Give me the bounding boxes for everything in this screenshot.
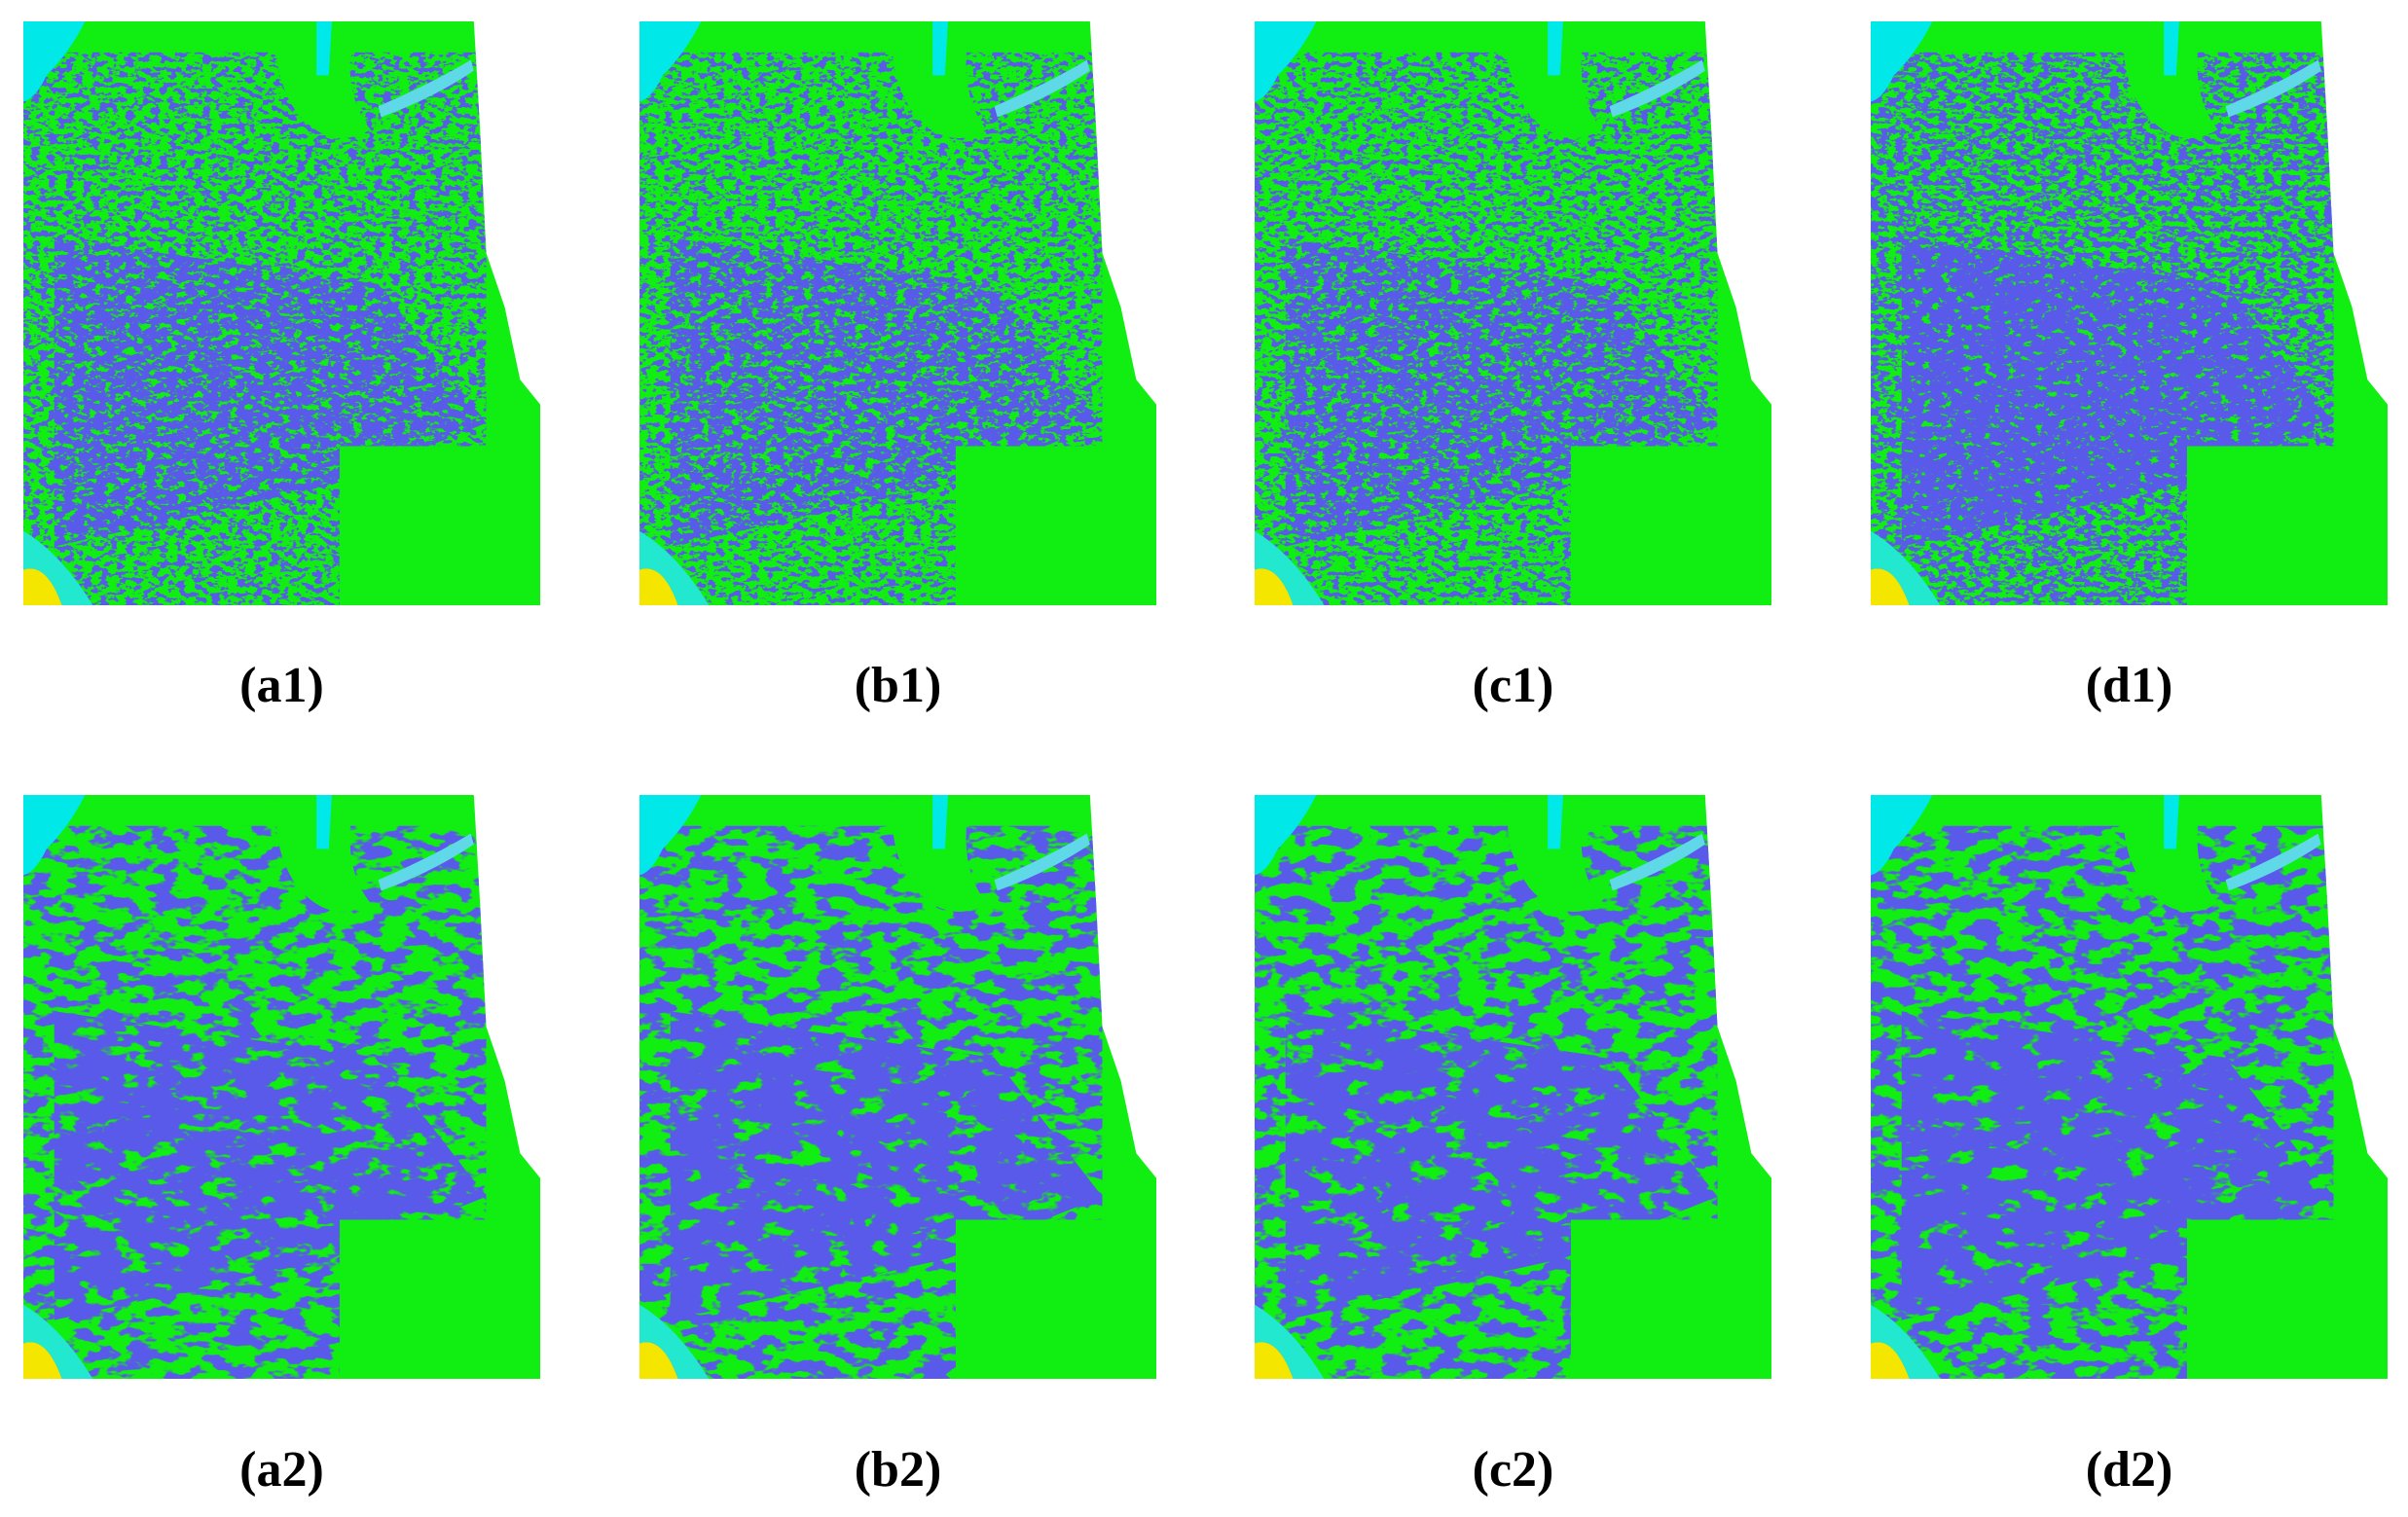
classification-map [1255, 795, 1771, 1379]
panel-label: (c2) [1473, 1442, 1554, 1498]
classification-map [639, 795, 1156, 1379]
panel-label: (a1) [239, 658, 324, 713]
classification-map [1871, 795, 2388, 1379]
panel-label: (b1) [855, 658, 942, 713]
panel-label: (c1) [1473, 658, 1554, 713]
classification-map [23, 21, 540, 605]
classification-map [1871, 21, 2388, 605]
panel-label: (b2) [855, 1442, 942, 1498]
classification-map [23, 795, 540, 1379]
classification-map [1255, 21, 1771, 605]
panel-label: (d1) [2086, 658, 2173, 713]
panel-label: (a2) [239, 1442, 324, 1498]
panel-label: (d2) [2086, 1442, 2173, 1498]
classification-map [639, 21, 1156, 605]
